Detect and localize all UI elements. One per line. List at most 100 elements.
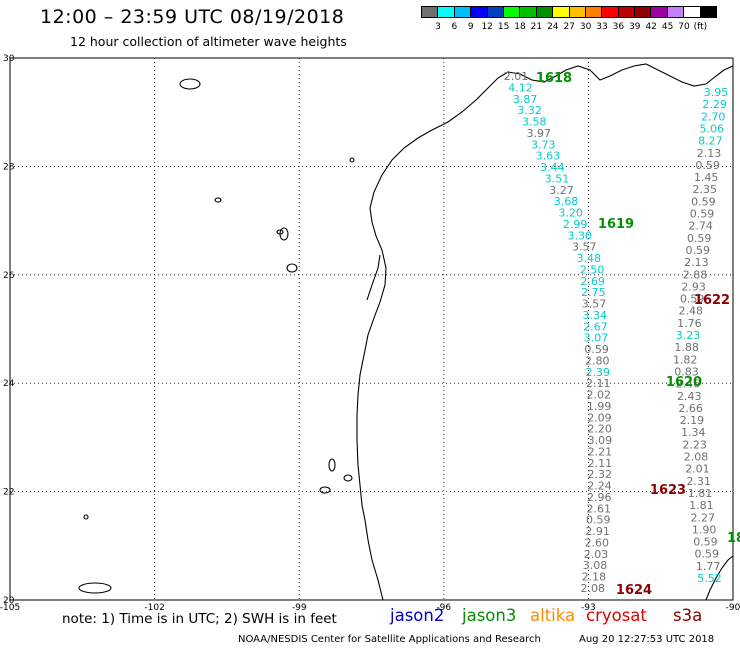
wave-height-value: 1.90 [692,523,717,536]
wave-height-value: 3.08 [583,559,608,572]
wave-height-value: 0.59 [584,343,609,356]
wave-height-value: 0.59 [680,293,705,306]
legend-item-jason2: jason2 [390,606,445,625]
colorbar-label: (ft) [693,22,708,32]
track-id-label: 18 [727,531,740,546]
wave-height-value: 3.57 [572,241,597,254]
yucatan-coast-line [705,555,734,601]
island [214,197,222,203]
wave-height-value: 3.87 [513,93,538,106]
island [179,78,201,90]
wave-height-value: 2.13 [684,256,709,269]
wave-height-value: 2.75 [581,286,606,299]
wave-height-value: 3.97 [527,127,552,140]
longitude-label: -105 [0,603,20,613]
legend-item-jason3: jason3 [462,606,517,625]
wave-height-value: 2.69 [581,275,606,288]
wave-height-value: 2.88 [683,268,708,281]
longitude-label: -90 [726,603,740,613]
wave-height-value: 2.93 [681,280,706,293]
wave-height-value: 1.76 [677,317,702,330]
wave-height-value: 2.32 [588,468,613,481]
legend-item-altika: altika [530,606,576,625]
wave-height-value: 2.96 [587,491,612,504]
wave-height-value: 2.24 [587,480,612,493]
longitude-label: -99 [292,603,307,613]
wave-height-values: 2.014.123.873.323.583.973.733.633.443.51… [504,70,729,595]
wave-height-value: 1.34 [681,426,706,439]
colorbar-label: 36 [612,22,625,32]
colorbar-label: 33 [596,22,608,32]
wave-height-value: 3.63 [536,150,561,163]
wave-height-value: 5.52 [697,572,722,585]
colorbar-label: 21 [530,22,543,32]
track-labels: 1618 1619 1620 1622 1623 1624 18 [536,71,740,598]
wave-height-value: 3.27 [549,184,574,197]
legend-item-cryosat: cryosat [586,606,647,625]
colorbar-label: 39 [629,22,641,32]
wave-height-value: 2.60 [585,536,610,549]
wave-height-value: 3.58 [522,116,547,129]
wave-height-value: 3.32 [517,104,542,117]
wave-height-value: 2.02 [586,389,611,402]
wave-height-value: 2.08 [580,582,605,595]
wave-height-value: 2.50 [580,263,605,276]
track-id-label: 1618 [536,71,572,86]
latitude-label: 30 [3,54,15,64]
track-id-label: 1623 [650,483,686,498]
wave-height-value: 2.11 [588,457,613,470]
track-id-label: 1620 [666,375,702,390]
wave-height-value: 2.70 [701,110,726,123]
colorbar-label: 70 [678,22,690,32]
footer-timestamp: Aug 20 12:27:53 UTC 2018 [579,634,715,645]
island [343,474,353,482]
wave-height-value: 2.13 [697,147,722,160]
wave-height-value: 0.59 [695,159,720,172]
wave-height-value: 3.48 [577,252,602,265]
legend-item-s3a: s3a [673,606,703,625]
wave-height-value: 2.19 [680,414,705,427]
wave-height-value: 3.68 [554,195,579,208]
wave-height-value: 3.23 [676,329,701,342]
wave-height-value: 0.59 [687,232,712,245]
island [328,458,336,472]
wave-height-value: 0.59 [586,514,611,527]
track-id-label: 1619 [598,217,634,232]
coastline [78,63,734,601]
wave-height-value: 2.20 [587,423,612,436]
latitude-label: 28 [3,162,15,172]
wave-height-value: 3.30 [567,229,592,242]
wave-height-value: 1.81 [688,487,713,500]
wave-height-value: 3.07 [584,332,609,345]
barrier-island [366,254,381,301]
colorbar-label: 18 [514,22,526,32]
colorbar-label: 6 [451,22,458,32]
wave-height-value: 2.31 [686,475,711,488]
wave-height-value: 1.77 [696,560,721,573]
colorbar-label: 12 [481,22,493,32]
island [78,582,112,594]
wave-height-colorbar [421,6,718,18]
wave-height-value: 2.03 [584,548,609,561]
wave-height-value: 0.59 [695,548,720,561]
wave-height-value: 0.59 [690,208,715,221]
wave-height-value: 2.39 [586,366,611,379]
colorbar-label: 15 [497,22,510,32]
wave-height-value: 2.11 [586,377,611,390]
gulf-coast-line [356,63,734,601]
latitude-label: 22 [3,488,14,498]
wave-height-value: 3.51 [545,172,570,185]
colorbar-label: 42 [645,22,657,32]
track-id-label: 1622 [694,293,730,308]
wave-height-value: 2.91 [585,525,610,538]
wave-height-value: 4.12 [508,81,533,94]
track-id-label: 1624 [616,583,652,598]
colorbar-swatch [699,6,718,18]
wave-height-value: 2.18 [582,571,607,584]
colorbar-label: 27 [563,22,575,32]
latitude-label: 20 [3,596,15,606]
wave-height-value: 8.27 [698,135,723,148]
longitude-label: -93 [581,603,596,613]
wave-height-value: 2.27 [691,511,716,524]
